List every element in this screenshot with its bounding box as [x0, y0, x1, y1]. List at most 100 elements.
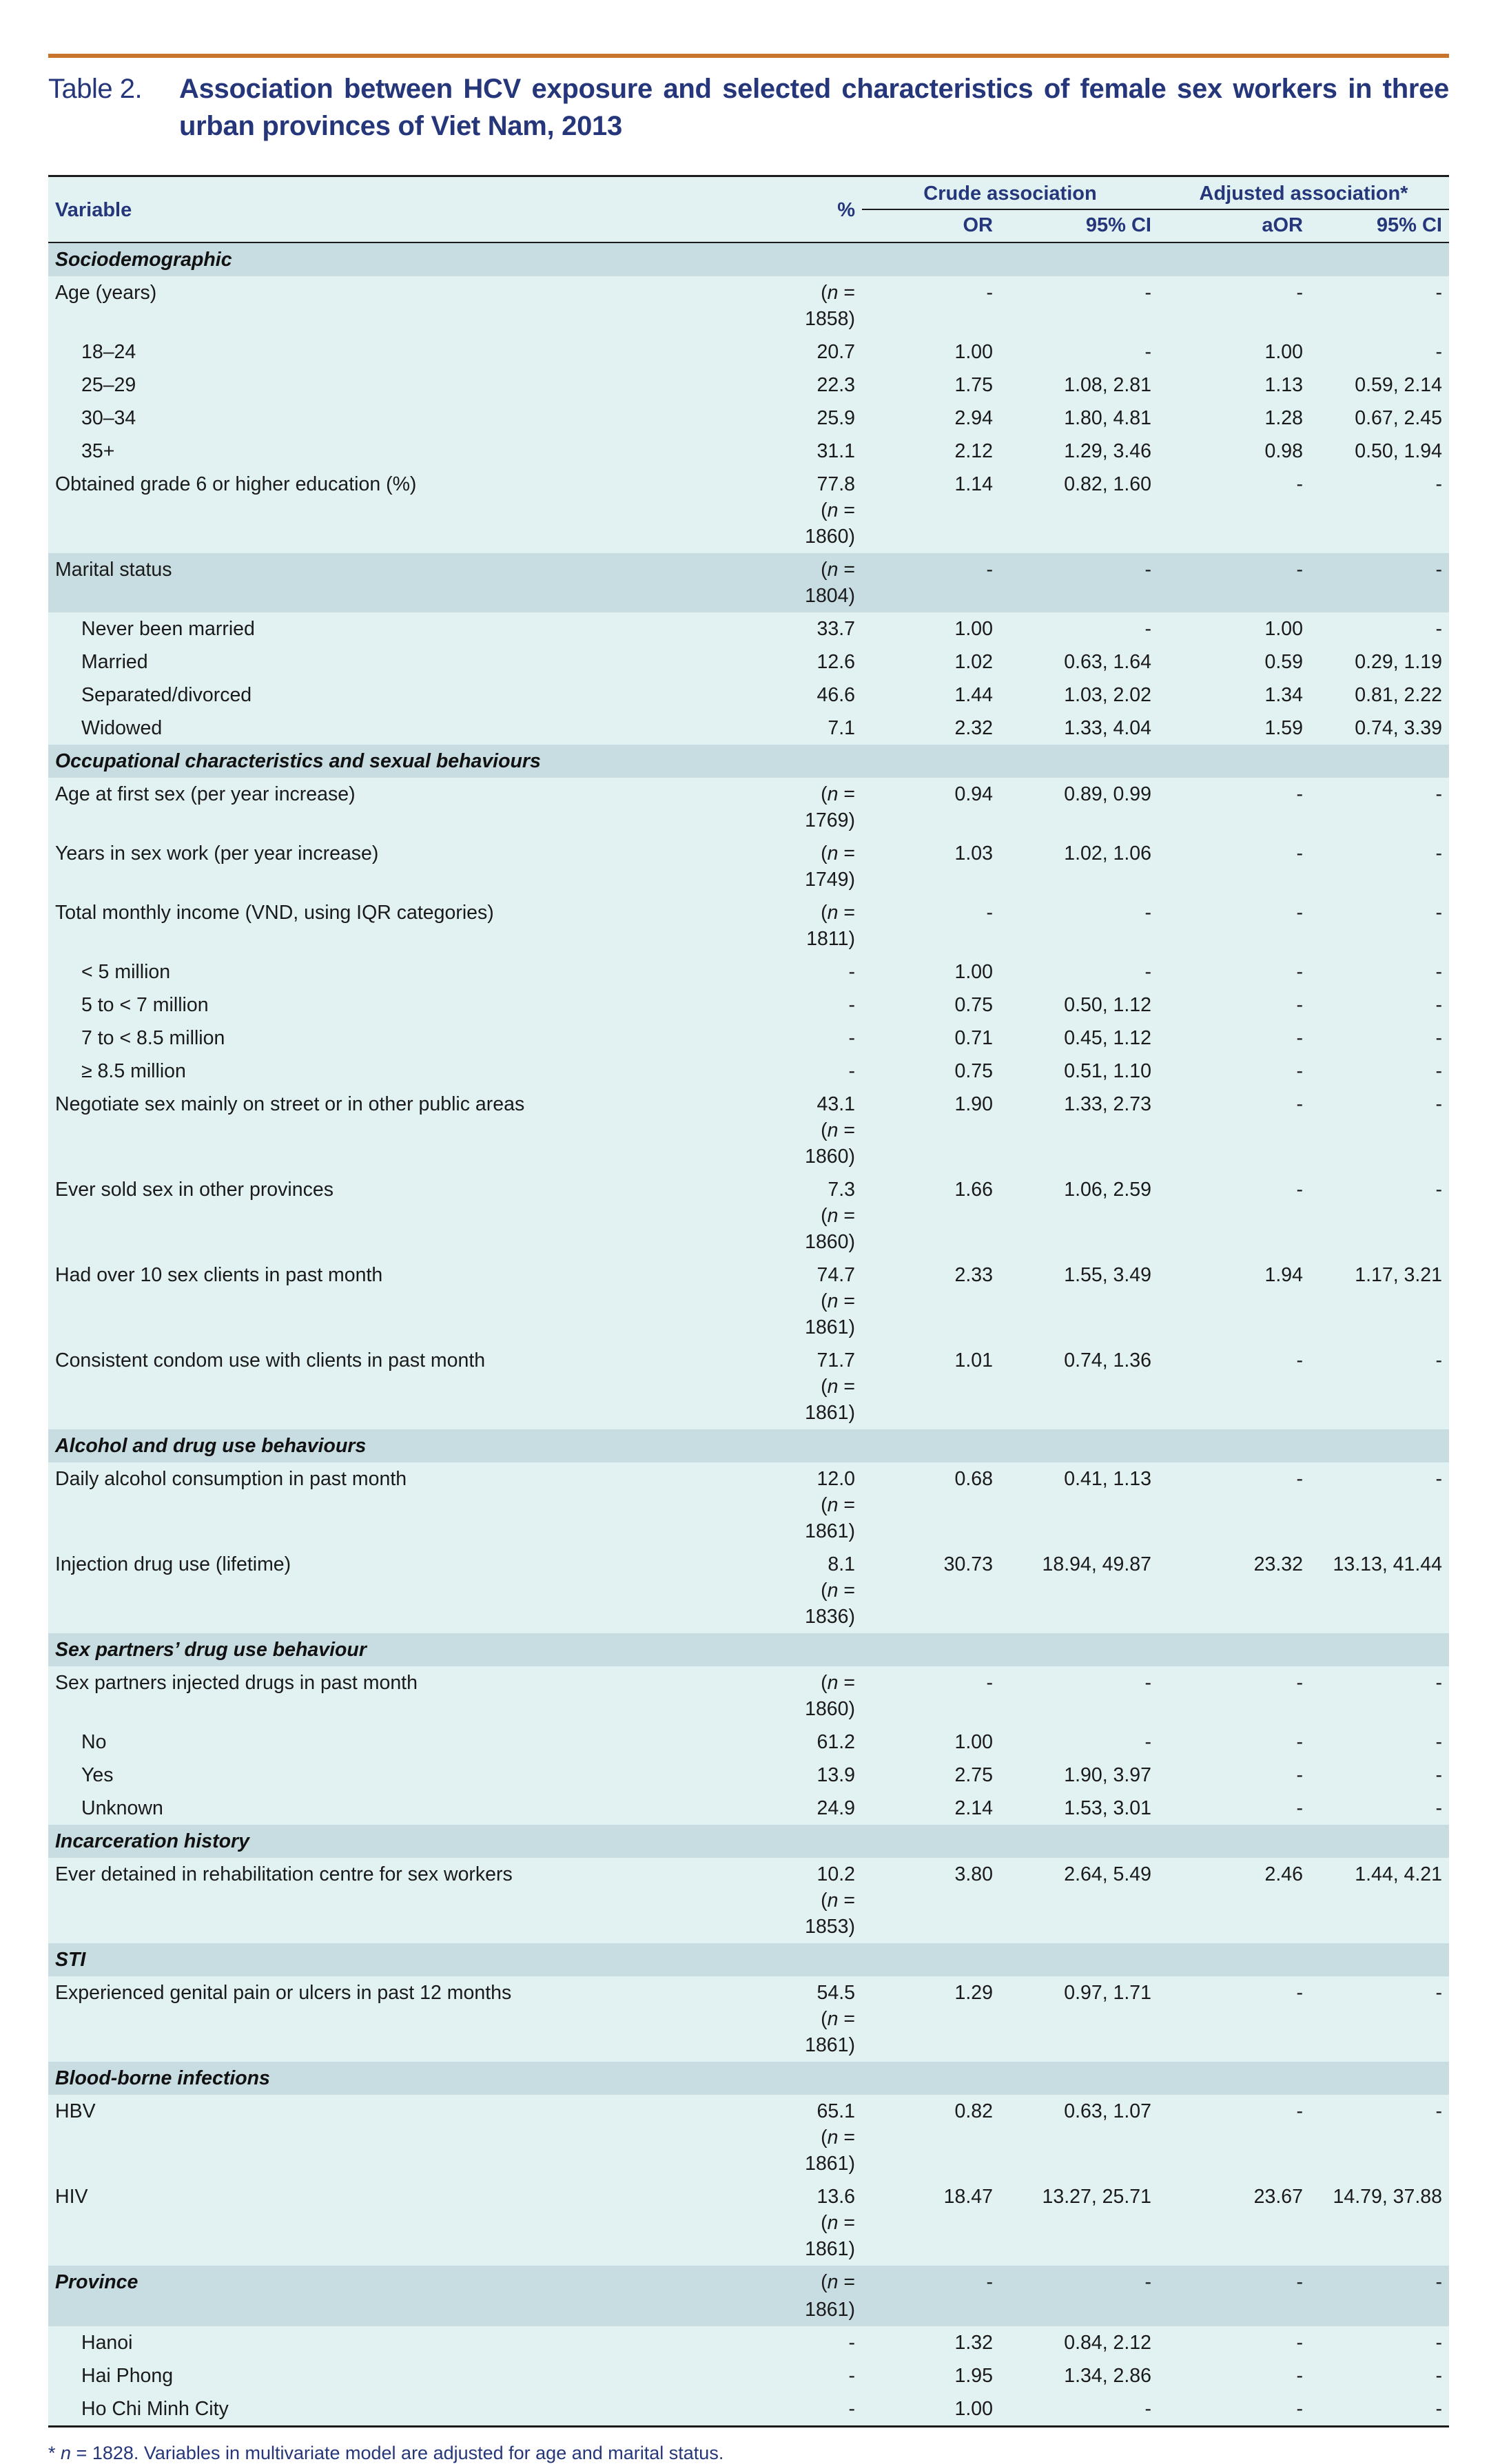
cell-percent: 12.0 (n = 1861) [770, 1462, 862, 1548]
footnote-star: * [48, 2443, 61, 2463]
header-crude-association: Crude association [862, 176, 1158, 210]
cell-empty [770, 1943, 862, 1976]
sample-size-value: 1860 [805, 526, 849, 548]
table-row: Widowed 7.1 2.32 1.33, 4.04 1.59 0.74, 3.39 [48, 712, 1449, 745]
n-symbol: n [827, 1290, 839, 1312]
cell-percent: 54.5 (n = 1861) [770, 1976, 862, 2062]
cell-variable: Widowed [48, 712, 770, 745]
cell-variable: Married [48, 645, 770, 679]
cell-variable: Ever sold sex in other provinces [48, 1173, 770, 1259]
cell-ci-crude: - [1000, 335, 1158, 369]
n-symbol: n [827, 1580, 839, 1602]
cell-empty [770, 242, 862, 276]
cell-percent: (n = 1860) [770, 1666, 862, 1726]
table-row: Alcohol and drug use behaviours [48, 1429, 1449, 1462]
cell-or: 3.80 [862, 1858, 1000, 1943]
cell-aor: - [1158, 1462, 1310, 1548]
cell-ci-crude: - [1000, 553, 1158, 612]
cell-or: 1.02 [862, 645, 1000, 679]
cell-variable: 7 to < 8.5 million [48, 1022, 770, 1055]
percent-value: - [848, 2365, 856, 2387]
cell-ci-crude: 1.29, 3.46 [1000, 435, 1158, 468]
cell-variable: Had over 10 sex clients in past month [48, 1259, 770, 1344]
cell-ci-adjusted: - [1310, 1666, 1449, 1726]
cell-percent: 61.2 [770, 1726, 862, 1759]
cell-empty [1158, 1825, 1310, 1858]
cell-empty [862, 745, 1000, 778]
cell-ci-crude: 0.84, 2.12 [1000, 2326, 1158, 2359]
cell-or: 2.75 [862, 1759, 1000, 1792]
percent-value: 10.2 [817, 1863, 855, 1885]
cell-ci-crude: 1.03, 2.02 [1000, 679, 1158, 712]
n-symbol: n [827, 2212, 839, 2234]
cell-aor: 1.13 [1158, 369, 1310, 402]
table-label: Table 2. [48, 74, 143, 104]
cell-percent: (n = 1749) [770, 837, 862, 896]
cell-empty [862, 2062, 1000, 2095]
table-row: 35+ 31.1 2.12 1.29, 3.46 0.98 0.50, 1.94 [48, 435, 1449, 468]
cell-ci-adjusted: 0.67, 2.45 [1310, 402, 1449, 435]
cell-variable: HIV [48, 2180, 770, 2266]
cell-or: 30.73 [862, 1548, 1000, 1633]
cell-ci-crude: 1.06, 2.59 [1000, 1173, 1158, 1259]
cell-empty [1000, 1943, 1158, 1976]
cell-or: 2.12 [862, 435, 1000, 468]
sample-size-value: 1861 [805, 1520, 849, 1542]
table-row: 25–29 22.3 1.75 1.08, 2.81 1.13 0.59, 2.14 [48, 369, 1449, 402]
cell-ci-adjusted: - [1310, 988, 1449, 1022]
cell-variable: Sex partners’ drug use behaviour [48, 1633, 770, 1666]
cell-percent: (n = 1811) [770, 896, 862, 955]
table-row: < 5 million -1.00- - - [48, 955, 1449, 988]
cell-ci-crude: 1.55, 3.49 [1000, 1259, 1158, 1344]
cell-ci-crude: 0.89, 0.99 [1000, 778, 1158, 837]
cell-empty [1310, 1633, 1449, 1666]
cell-ci-adjusted: - [1310, 2266, 1449, 2326]
table-row: Married 12.6 1.02 0.63, 1.64 0.59 0.29, 1.19 [48, 645, 1449, 679]
cell-ci-crude: 0.51, 1.10 [1000, 1055, 1158, 1088]
n-symbol: n [827, 902, 839, 924]
cell-or: 1.01 [862, 1344, 1000, 1429]
cell-or: 1.90 [862, 1088, 1000, 1173]
cell-aor: 1.00 [1158, 612, 1310, 645]
cell-empty [770, 1429, 862, 1462]
cell-variable: Consistent condom use with clients in pa… [48, 1344, 770, 1429]
cell-ci-adjusted: - [1310, 955, 1449, 988]
cell-aor: - [1158, 2095, 1310, 2180]
cell-or: - [862, 276, 1000, 335]
n-symbol: n [827, 1672, 839, 1694]
cell-empty [1158, 1429, 1310, 1462]
cell-aor: 0.59 [1158, 645, 1310, 679]
cell-aor: 1.00 [1158, 335, 1310, 369]
sample-size-value: 1860 [805, 1231, 849, 1253]
percent-value: - [848, 2332, 856, 2354]
cell-variable: Hai Phong [48, 2359, 770, 2392]
cell-empty [1000, 242, 1158, 276]
cell-ci-crude: 0.82, 1.60 [1000, 468, 1158, 553]
cell-ci-crude: 1.90, 3.97 [1000, 1759, 1158, 1792]
table-row: Separated/divorced 46.6 1.44 1.03, 2.02 1.34… [48, 679, 1449, 712]
cell-aor: - [1158, 1666, 1310, 1726]
cell-ci-crude: 1.34, 2.86 [1000, 2359, 1158, 2392]
n-symbol: n [827, 1890, 839, 1912]
table-row: Consistent condom use with clients in pa… [48, 1344, 1449, 1429]
cell-ci-adjusted: - [1310, 1022, 1449, 1055]
cell-ci-adjusted: 0.50, 1.94 [1310, 435, 1449, 468]
cell-ci-adjusted: 1.44, 4.21 [1310, 1858, 1449, 1943]
cell-empty [862, 242, 1000, 276]
cell-ci-adjusted: - [1310, 1462, 1449, 1548]
cell-aor: - [1158, 1022, 1310, 1055]
cell-aor: - [1158, 1976, 1310, 2062]
cell-or: 0.75 [862, 988, 1000, 1022]
n-symbol: n [827, 1494, 839, 1516]
cell-variable: Incarceration history [48, 1825, 770, 1858]
cell-aor: - [1158, 1173, 1310, 1259]
sample-size: (n = 1860) [805, 1672, 855, 1720]
cell-or: - [862, 553, 1000, 612]
n-symbol: n [827, 2008, 839, 2030]
data-table: Variable % Crude association Adjusted as… [48, 175, 1449, 2427]
cell-ci-crude: 1.80, 4.81 [1000, 402, 1158, 435]
cell-variable: Ever detained in rehabilitation centre f… [48, 1858, 770, 1943]
cell-percent: 24.9 [770, 1792, 862, 1825]
top-rule [48, 54, 1449, 58]
cell-or: 18.47 [862, 2180, 1000, 2266]
